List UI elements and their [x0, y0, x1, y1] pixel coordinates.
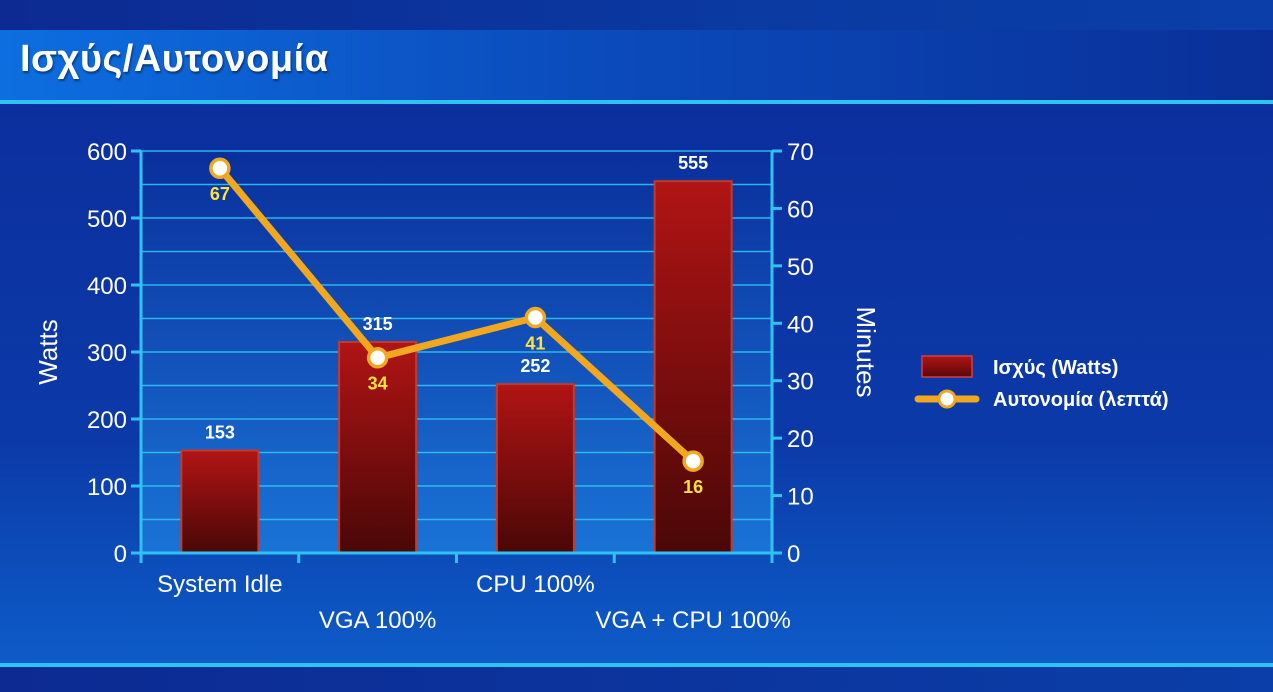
bar: [180, 449, 260, 554]
category-label: System Idle: [157, 571, 282, 598]
right-axis-title: Minutes: [851, 306, 881, 397]
legend-bar-swatch: [921, 355, 973, 378]
left-tick-label: 500: [87, 206, 127, 233]
bar: [653, 180, 733, 554]
title-band: [0, 30, 1273, 100]
line-point: [209, 157, 231, 179]
axis-ticks: 0 100 200 300 400 500 600 0 10 20 30 40 50 60 70: [87, 139, 814, 568]
legend-line-marker: [937, 389, 957, 409]
line-point: [682, 450, 704, 472]
right-tick-label: 50: [787, 254, 814, 281]
left-tick-label: 300: [87, 340, 127, 367]
category-label: VGA + CPU 100%: [595, 607, 790, 634]
top-strip: [0, 0, 1273, 30]
legend-label-autonomy: Αυτονομία (λεπτά): [993, 389, 1169, 411]
category-label: VGA 100%: [319, 607, 436, 634]
right-tick-label: 10: [787, 484, 814, 511]
left-tick-label: 400: [87, 273, 127, 300]
left-tick-label: 200: [87, 407, 127, 434]
bar: [338, 340, 418, 555]
bottom-divider: [0, 663, 1273, 667]
line-value-labels: 67 34 41 16: [210, 184, 703, 497]
right-tick-label: 30: [787, 369, 814, 396]
bar-value-label: 555: [678, 153, 708, 173]
bar-series: [180, 180, 733, 555]
bottom-band: [0, 667, 1273, 692]
line-point: [524, 306, 547, 329]
right-tick-label: 20: [787, 426, 814, 453]
legend-label-power: Ισχύς (Watts): [993, 357, 1118, 379]
bar-value-label: 153: [205, 422, 235, 442]
left-axis-title: Watts: [33, 319, 63, 384]
line-series: [209, 157, 704, 472]
line-value-label: 16: [683, 477, 703, 497]
series-line: [216, 164, 697, 465]
right-tick-label: 0: [787, 541, 800, 568]
right-tick-label: 60: [787, 196, 814, 223]
bar: [495, 383, 575, 554]
left-tick-label: 100: [87, 474, 127, 501]
title-divider: [0, 100, 1273, 104]
left-tick-label: 600: [87, 139, 127, 166]
line-point: [366, 346, 389, 369]
category-label: CPU 100%: [476, 571, 595, 598]
bar-value-label: 252: [520, 356, 550, 376]
slide-title: Ισχύς/Αυτονομία: [20, 38, 329, 80]
right-tick-label: 70: [787, 139, 814, 166]
left-tick-label: 0: [114, 541, 127, 568]
line-value-label: 34: [368, 374, 388, 394]
legend: Ισχύς (Watts) Αυτονομία (λεπτά): [914, 355, 1169, 411]
bar-value-labels: 153 315 252 555: [205, 153, 708, 442]
right-tick-label: 40: [787, 311, 814, 338]
category-labels: System Idle VGA 100% CPU 100%VGA + CPU 100…: [157, 571, 791, 634]
bar-value-label: 315: [363, 314, 393, 334]
line-value-label: 67: [210, 184, 230, 204]
line-value-label: 41: [525, 334, 545, 354]
